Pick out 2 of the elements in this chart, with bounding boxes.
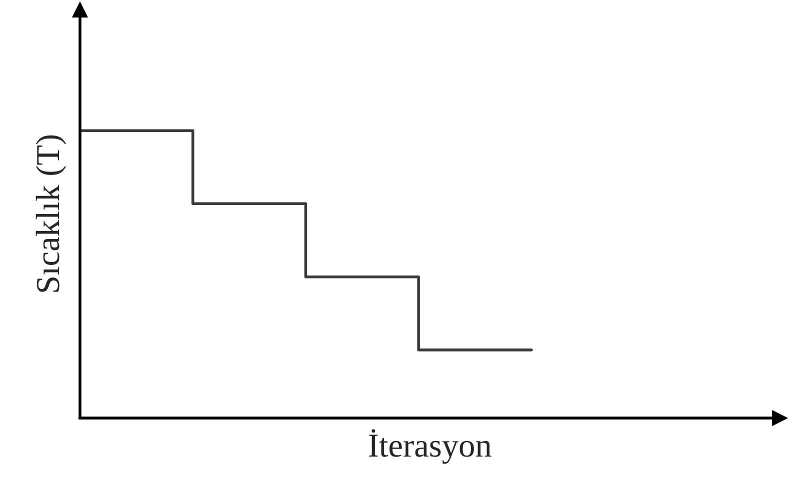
x-axis-title: İterasyon bbox=[369, 429, 492, 464]
y-axis-title: Sıcaklık (T) bbox=[36, 135, 66, 292]
